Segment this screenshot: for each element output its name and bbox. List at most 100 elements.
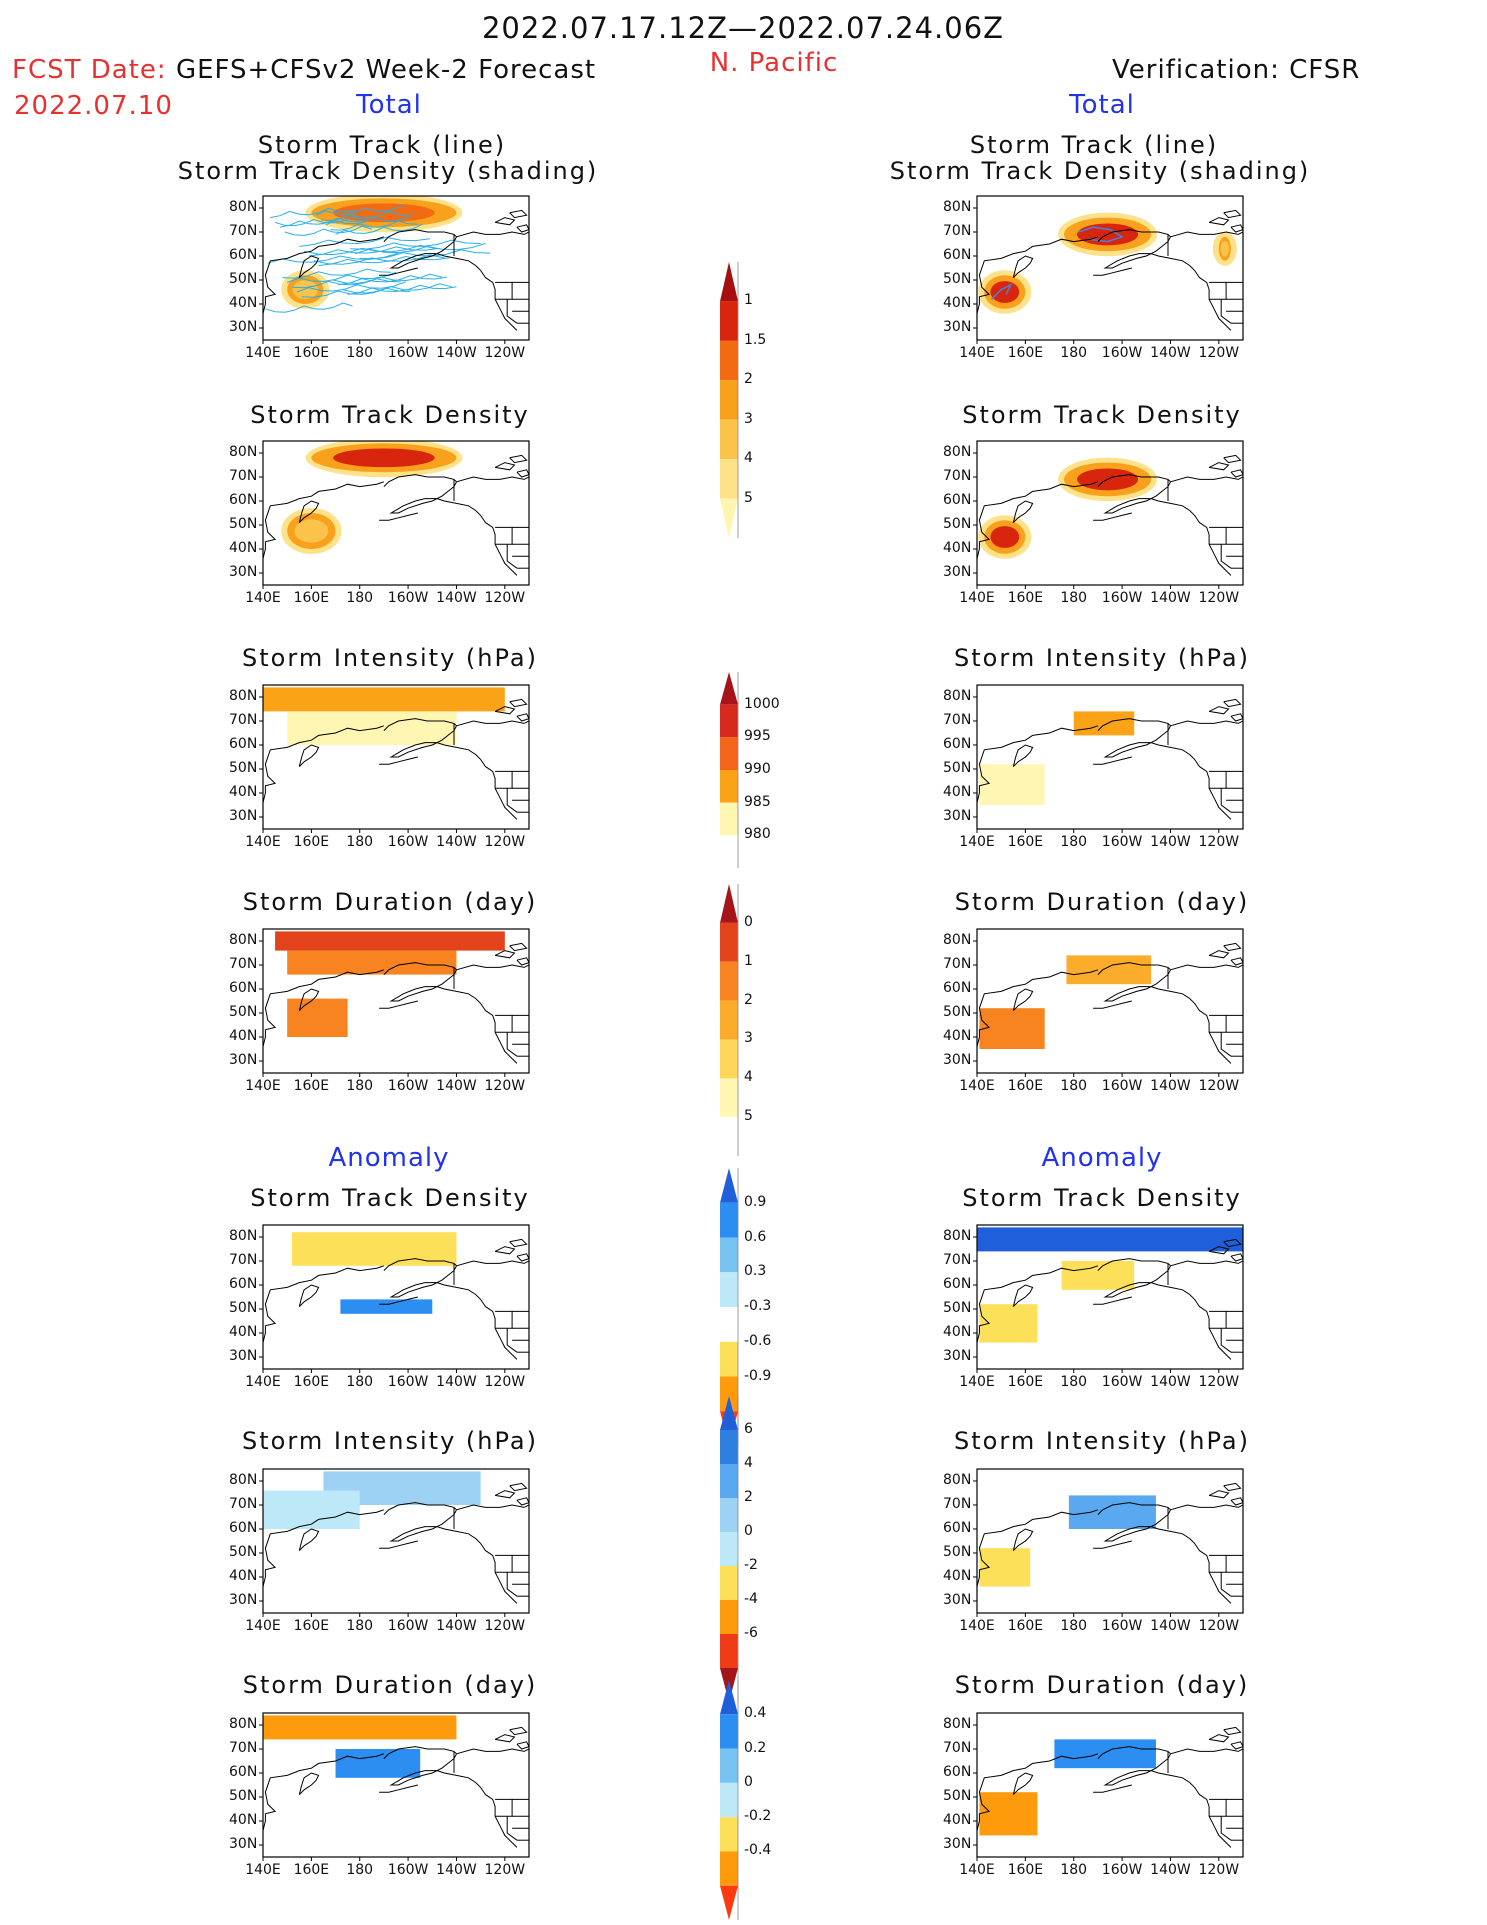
coastline (1170, 1748, 1243, 1755)
lat-tick-label: 70N (229, 712, 258, 728)
coastline (1220, 1032, 1232, 1057)
map-panel-4-1 (973, 1224, 1244, 1373)
colorbar-label: 1.5 (744, 331, 767, 348)
coastline (263, 481, 385, 559)
colorbar-segment (720, 1039, 738, 1079)
storm-track-line (318, 255, 450, 267)
lon-tick-label: 140E (245, 1078, 281, 1094)
lon-tick-label: 180 (346, 590, 374, 606)
coastline (1223, 209, 1242, 219)
colorbar-segment (720, 1600, 738, 1634)
fcst-model-label: GEFS+CFSv2 Week-2 Forecast (175, 55, 597, 85)
coastline (383, 1746, 518, 1848)
lon-tick-label: 160E (293, 834, 330, 850)
section-total-left: Total (356, 90, 422, 120)
coastline (383, 229, 518, 331)
lon-tick-label: 160W (1101, 1078, 1143, 1094)
lon-tick-label: 160W (387, 590, 429, 606)
coastline (1208, 950, 1230, 959)
title-density-left: Storm Track Density (250, 401, 530, 429)
coastline (1230, 713, 1243, 722)
coastline (1093, 1000, 1132, 1009)
lon-tick-label: 120W (484, 834, 526, 850)
panel-frame (262, 1712, 530, 1858)
colorbar-segment (720, 1237, 738, 1273)
colorbar-label: 0 (744, 1773, 753, 1790)
coastline (298, 1528, 320, 1551)
storm-track-line (337, 275, 447, 286)
lon-tick-label: 140W (1150, 345, 1191, 361)
coastline (516, 469, 529, 478)
lat-tick-label: 60N (943, 1276, 972, 1292)
colorbar-segment (720, 459, 738, 499)
coastline (263, 236, 385, 314)
coastline (1097, 718, 1232, 820)
coastline (1220, 1816, 1232, 1841)
colorbar-label: 990 (744, 761, 771, 777)
panel-frame (976, 1712, 1244, 1858)
title-anom-density-left: Storm Track Density (250, 1184, 530, 1212)
colorbar-total-duration (720, 884, 739, 1156)
lat-tick-label: 70N (229, 223, 258, 239)
coastline (1170, 476, 1243, 483)
shaded-cell (1066, 955, 1152, 985)
lon-tick-label: 160E (1007, 345, 1044, 361)
coastline (383, 962, 518, 1064)
title-track-shading-right: Storm Track Density (shading) (889, 157, 1311, 185)
coastline (506, 299, 518, 324)
colorbar-segment (720, 1782, 738, 1818)
title-anom-intensity-right: Storm Intensity (hPa) (954, 1427, 1250, 1455)
coastline (516, 1253, 529, 1262)
lon-tick-label: 160E (1007, 834, 1044, 850)
title-intensity-left: Storm Intensity (hPa) (242, 644, 538, 672)
lat-tick-label: 30N (943, 1348, 972, 1364)
colorbar-label: 0.3 (744, 1263, 767, 1280)
lat-tick-label: 70N (229, 956, 258, 972)
lon-tick-label: 120W (484, 345, 526, 361)
lat-tick-label: 40N (943, 1324, 972, 1340)
lon-tick-label: 120W (1198, 1862, 1240, 1878)
colorbar-segment (720, 1000, 738, 1040)
coastline (494, 950, 516, 959)
lon-tick-label: 140E (245, 1862, 281, 1878)
colorbar-segment (720, 1307, 738, 1342)
colorbar-segment (720, 1748, 738, 1783)
coastline (506, 788, 518, 813)
title-intensity-right: Storm Intensity (hPa) (954, 644, 1250, 672)
lon-tick-label: 120W (484, 1374, 526, 1390)
shaded-cell (1054, 1739, 1156, 1769)
colorbar-segment (720, 1634, 738, 1668)
lon-tick-label: 160W (387, 1618, 429, 1634)
lat-tick-label: 70N (943, 223, 972, 239)
coastline (494, 1246, 516, 1255)
colorbar-arrow (720, 1885, 738, 1920)
coastline (494, 217, 516, 226)
coastline (1209, 1014, 1227, 1033)
shaded-cell (335, 1749, 421, 1778)
lat-tick-label: 40N (229, 1812, 258, 1828)
coastline (506, 1032, 518, 1057)
coastline-layer (263, 1726, 529, 1848)
coastline (506, 544, 518, 569)
colorbar-segment (720, 802, 738, 836)
shaded-cell (979, 1008, 1045, 1049)
lat-tick-label: 60N (229, 247, 258, 263)
lon-tick-label: 160E (1007, 1374, 1044, 1390)
shading-field (263, 1715, 529, 1848)
lat-tick-label: 80N (229, 932, 258, 948)
colorbar-segment (720, 922, 738, 962)
colorbar-label: -0.3 (744, 1298, 772, 1314)
lon-tick-label: 140E (245, 1374, 281, 1390)
coastline (263, 725, 385, 803)
lon-tick-label: 180 (346, 1862, 374, 1878)
lat-tick-label: 40N (229, 1568, 258, 1584)
lon-tick-label: 160W (387, 1078, 429, 1094)
colorbar-label: -0.9 (744, 1367, 772, 1384)
lon-tick-label: 160W (1101, 1862, 1143, 1878)
lat-tick-label: 40N (229, 1324, 258, 1340)
title-anom-duration-right: Storm Duration (day) (954, 1671, 1250, 1699)
colorbar-segment (720, 1532, 738, 1566)
lat-tick-label: 40N (943, 784, 972, 800)
density-core (1220, 241, 1230, 257)
coastline (383, 474, 518, 576)
